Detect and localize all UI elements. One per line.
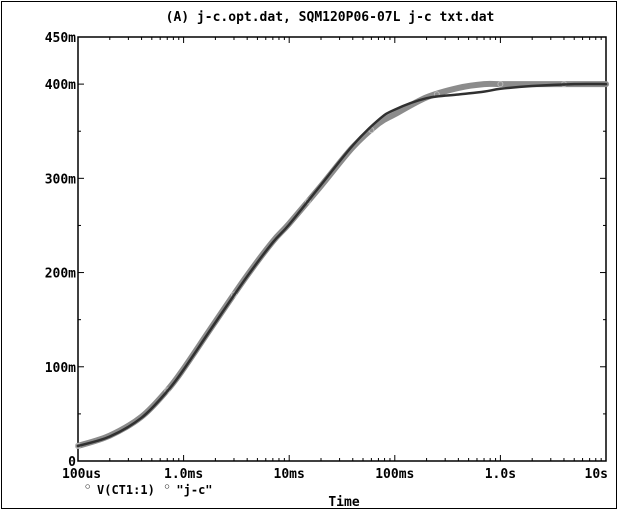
x-axis-label: Time bbox=[328, 495, 359, 510]
chart-title: (A) j-c.opt.dat, SQM120P06-07L j-c txt.d… bbox=[166, 10, 495, 25]
y-tick-label: 100m bbox=[45, 361, 76, 376]
y-tick-label: 450m bbox=[45, 31, 76, 46]
legend-label-1: "j-c" bbox=[176, 483, 212, 497]
series-line-0 bbox=[75, 80, 609, 449]
y-tick-label: 0 bbox=[68, 455, 76, 470]
x-tick-label: 10ms bbox=[274, 467, 305, 482]
legend-label-0: V(CT1:1) bbox=[97, 483, 155, 497]
legend-marker-1: ◦ bbox=[163, 480, 170, 494]
y-tick-label: 200m bbox=[45, 267, 76, 282]
series-line-1 bbox=[76, 82, 608, 448]
x-tick-label: 1.0ms bbox=[164, 467, 203, 482]
x-tick-label: 1.0s bbox=[485, 467, 516, 482]
y-tick-label: 400m bbox=[45, 78, 76, 93]
legend: ◦ V(CT1:1) ◦ "j-c" bbox=[84, 480, 213, 497]
series-lines bbox=[75, 80, 609, 449]
x-tick-label: 100ms bbox=[375, 467, 414, 482]
plot-area bbox=[77, 36, 607, 462]
axis-ticks bbox=[77, 36, 607, 462]
y-tick-label: 300m bbox=[45, 172, 76, 187]
x-tick-label: 10s bbox=[585, 467, 608, 482]
legend-marker-0: ◦ bbox=[84, 480, 91, 494]
x-tick-label: 100us bbox=[62, 467, 101, 482]
series-marker bbox=[304, 198, 311, 205]
series-marker bbox=[497, 81, 504, 88]
axis-tick-labels: 100us 1.0ms 10ms 100ms 1.0s 10s 0 100m 200m 300m 4… bbox=[45, 31, 608, 482]
